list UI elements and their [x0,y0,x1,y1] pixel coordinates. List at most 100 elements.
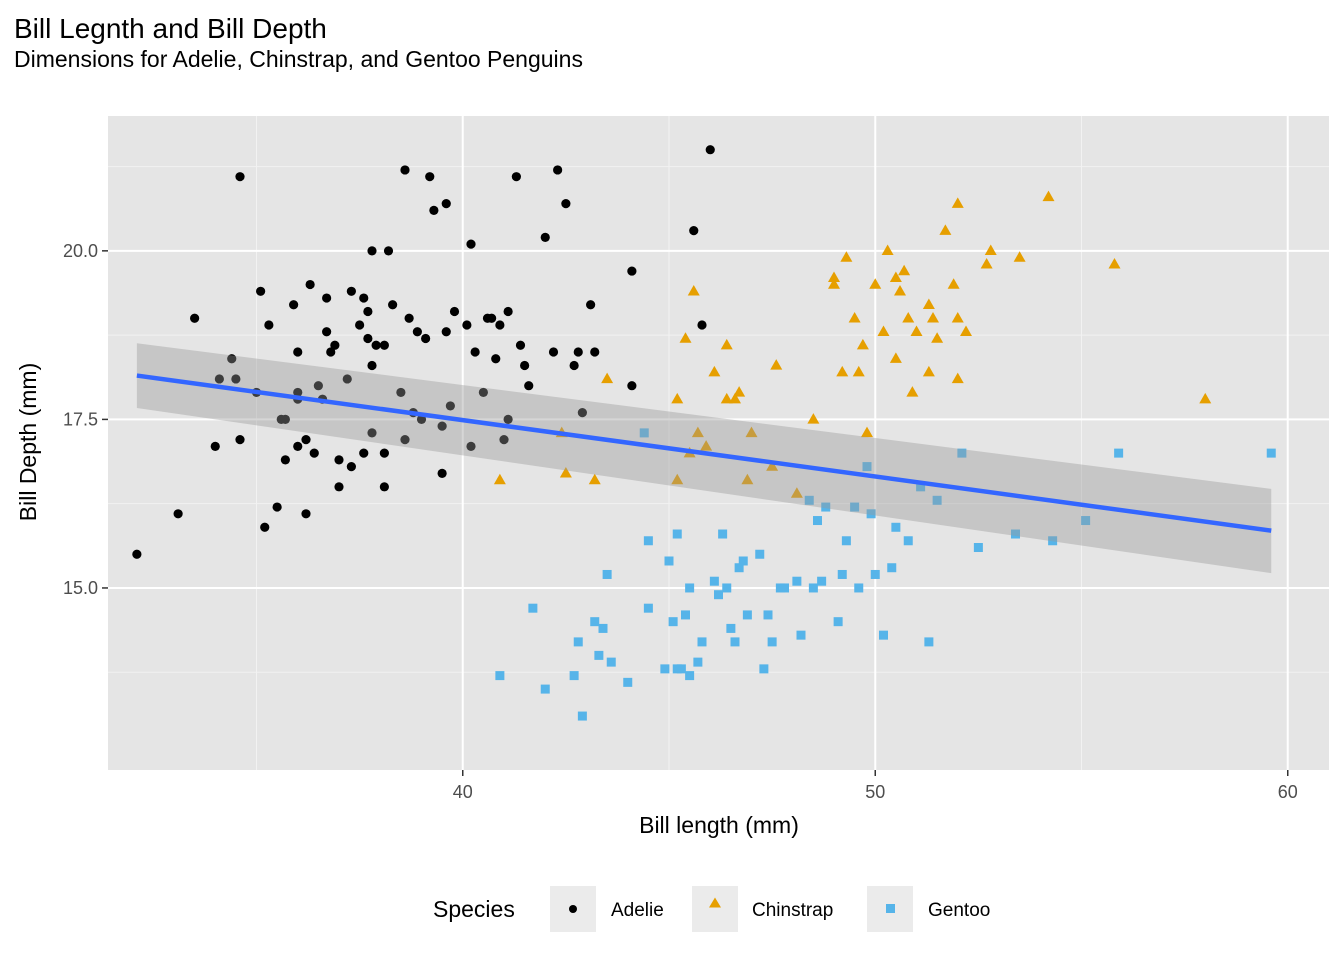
legend-item-chinstrap: Chinstrap [692,886,833,932]
data-point [770,359,783,370]
data-point [495,671,505,681]
data-point [548,347,559,357]
data-point [722,583,732,593]
data-point [951,372,964,384]
data-point [889,271,902,283]
data-point [792,576,802,586]
data-point [231,374,241,384]
data-point [363,333,373,344]
data-point [726,623,736,633]
data-point [700,440,713,451]
data-point [379,448,389,458]
data-point [869,278,882,289]
data-point [808,583,818,593]
data-point [660,664,670,674]
data-point [681,610,690,620]
data-point [235,172,245,182]
data-point [499,435,509,445]
data-point [445,401,455,411]
data-point [906,386,919,397]
data-point [305,279,315,290]
data-point [359,448,369,458]
series-adelie [132,145,715,559]
data-point [462,320,472,330]
data-point [720,392,733,404]
data-point [697,637,707,647]
data-point [894,284,906,296]
data-point [664,556,674,566]
data-point [1081,516,1091,526]
legend: Species Adelie Chinstrap Gentoo [433,886,990,932]
data-point [685,671,695,681]
legend-label-chinstrap: Chinstrap [752,900,833,921]
data-point [553,165,563,175]
data-point [742,610,752,620]
legend-marker-adelie [569,905,577,913]
data-point [334,482,344,492]
data-point [1048,536,1058,546]
data-point [606,657,616,667]
data-point [881,244,894,256]
data-point [922,365,935,377]
data-point [260,522,270,532]
data-point [588,473,601,485]
data-point [821,502,831,512]
data-point [817,576,827,586]
data-point [569,671,579,681]
data-point [210,441,220,451]
data-point [429,205,439,215]
data-point [804,495,814,505]
x-axis-label: Bill length (mm) [639,812,799,838]
data-point [671,392,684,404]
data-point [602,569,612,579]
data-point [848,311,861,323]
data-point [718,529,728,539]
data-point [256,286,266,296]
legend-item-adelie: Adelie [550,886,664,932]
y-tick-label: 20.0 [63,241,98,261]
data-point [400,435,410,445]
data-point [924,637,934,647]
data-point [322,293,332,303]
data-point [691,426,704,438]
data-point [689,226,699,236]
data-point [235,435,245,445]
data-point [272,502,282,512]
data-point [396,387,406,398]
data-point [671,473,684,485]
data-point [289,300,299,310]
data-point [132,549,142,559]
data-point [313,381,323,391]
data-point [951,197,964,208]
data-point [755,549,765,559]
data-point [540,232,550,242]
data-point [214,374,224,384]
data-point [416,414,427,425]
data-point [493,473,506,485]
data-point [850,502,860,512]
data-point [738,556,748,566]
data-point [511,172,521,182]
data-point [540,684,550,694]
data-point [264,320,274,330]
data-point [903,536,913,546]
data-point [573,637,583,647]
data-point [730,637,740,647]
data-point [449,306,460,317]
data-point [478,387,488,398]
legend-title: Species [433,896,515,922]
data-point [1199,392,1212,404]
data-point [227,354,237,364]
data-point [705,145,715,155]
data-point [951,311,964,323]
legend-item-gentoo: Gentoo [867,886,990,932]
data-point [520,360,530,371]
data-point [586,300,596,310]
data-point [367,360,377,371]
data-point [379,340,389,350]
data-point [841,536,851,546]
chart-title: Bill Legnth and Bill Depth [14,13,327,44]
y-tick-label: 15.0 [63,578,98,598]
data-point [709,576,719,586]
data-point [902,311,915,323]
